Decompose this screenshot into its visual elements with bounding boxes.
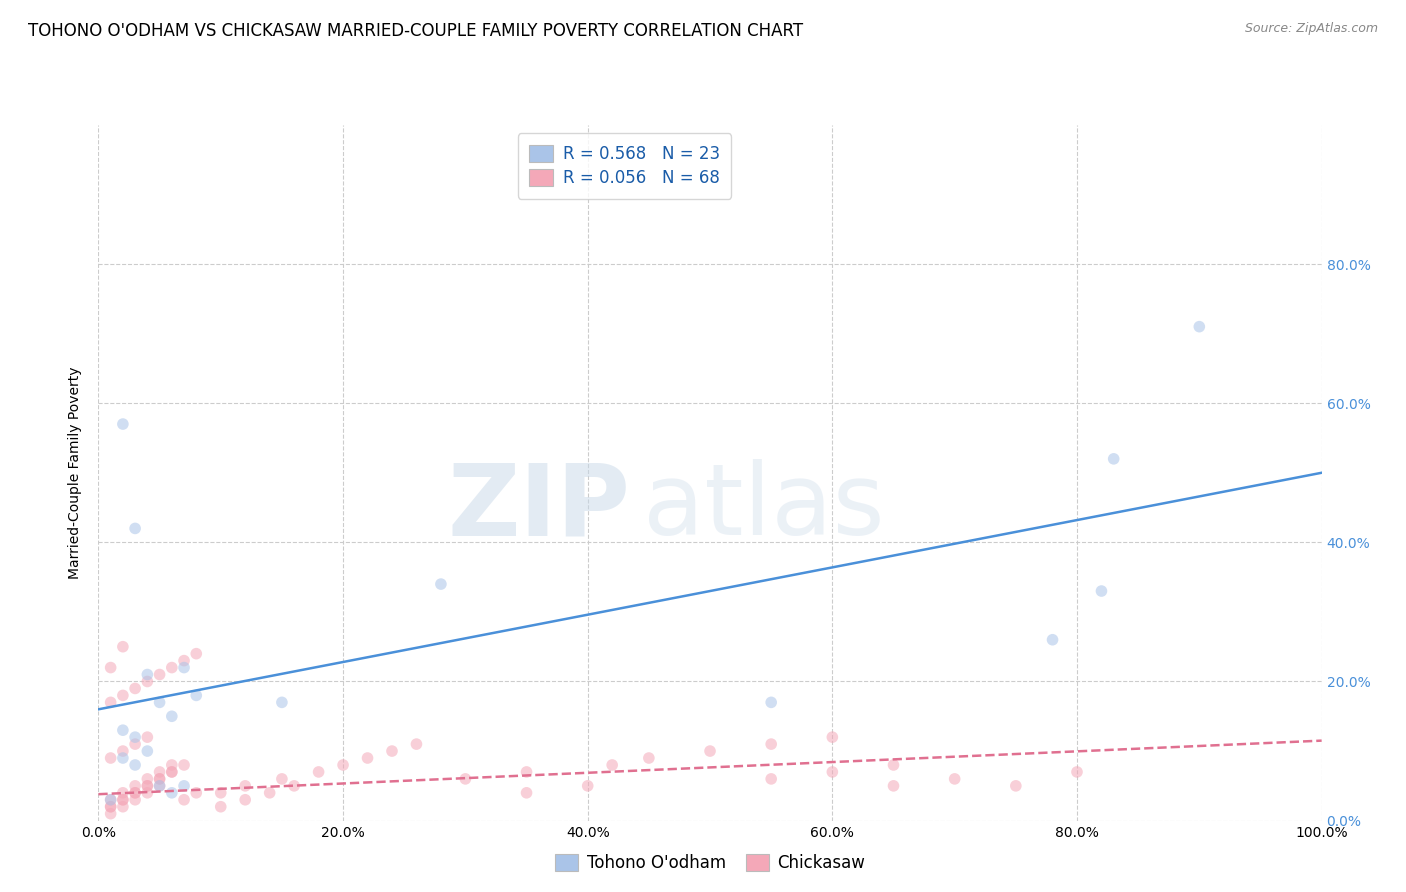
Point xyxy=(638,751,661,765)
Point xyxy=(186,689,208,703)
Point xyxy=(308,764,330,779)
Point xyxy=(100,793,122,807)
Point xyxy=(160,709,183,723)
Point xyxy=(124,793,146,807)
Point xyxy=(356,751,378,765)
Legend: Tohono O'odham, Chickasaw: Tohono O'odham, Chickasaw xyxy=(548,847,872,879)
Point xyxy=(259,786,281,800)
Point xyxy=(1066,764,1088,779)
Point xyxy=(160,660,183,674)
Point xyxy=(173,660,195,674)
Point xyxy=(111,417,134,431)
Point xyxy=(136,744,159,758)
Point xyxy=(136,667,159,681)
Point xyxy=(124,681,146,696)
Point xyxy=(124,730,146,744)
Point xyxy=(111,723,134,738)
Point xyxy=(233,779,256,793)
Point xyxy=(209,799,232,814)
Point xyxy=(821,730,844,744)
Text: atlas: atlas xyxy=(643,459,884,556)
Point xyxy=(186,647,208,661)
Point xyxy=(761,737,783,751)
Point xyxy=(515,786,537,800)
Point xyxy=(761,772,783,786)
Point xyxy=(111,786,134,800)
Point xyxy=(100,799,122,814)
Point xyxy=(821,764,844,779)
Point xyxy=(600,758,623,772)
Text: TOHONO O'ODHAM VS CHICKASAW MARRIED-COUPLE FAMILY POVERTY CORRELATION CHART: TOHONO O'ODHAM VS CHICKASAW MARRIED-COUP… xyxy=(28,22,803,40)
Point xyxy=(100,799,122,814)
Point xyxy=(381,744,404,758)
Point xyxy=(136,779,159,793)
Y-axis label: Married-Couple Family Poverty: Married-Couple Family Poverty xyxy=(69,367,83,579)
Point xyxy=(111,793,134,807)
Point xyxy=(160,764,183,779)
Point xyxy=(124,786,146,800)
Point xyxy=(173,654,195,668)
Point xyxy=(111,744,134,758)
Point xyxy=(173,793,195,807)
Point xyxy=(149,772,172,786)
Point xyxy=(136,779,159,793)
Point xyxy=(111,689,134,703)
Point xyxy=(111,799,134,814)
Point xyxy=(1090,584,1112,599)
Point xyxy=(283,779,305,793)
Point xyxy=(124,758,146,772)
Point xyxy=(124,786,146,800)
Point xyxy=(699,744,721,758)
Point xyxy=(270,772,294,786)
Point xyxy=(100,806,122,821)
Point xyxy=(149,772,172,786)
Point xyxy=(100,660,122,674)
Point xyxy=(149,695,172,709)
Point xyxy=(761,695,783,709)
Point xyxy=(100,793,122,807)
Point xyxy=(149,764,172,779)
Point xyxy=(332,758,354,772)
Point xyxy=(111,751,134,765)
Point xyxy=(111,640,134,654)
Point xyxy=(124,737,146,751)
Point xyxy=(173,779,195,793)
Point xyxy=(405,737,427,751)
Point xyxy=(233,793,256,807)
Point xyxy=(270,695,294,709)
Point xyxy=(1004,779,1026,793)
Point xyxy=(100,695,122,709)
Point xyxy=(124,779,146,793)
Point xyxy=(1042,632,1064,647)
Point xyxy=(209,786,232,800)
Point xyxy=(186,786,208,800)
Point xyxy=(1102,451,1125,466)
Point xyxy=(136,674,159,689)
Point xyxy=(100,751,122,765)
Point xyxy=(136,772,159,786)
Point xyxy=(1188,319,1211,334)
Point xyxy=(136,786,159,800)
Point xyxy=(149,667,172,681)
Point xyxy=(149,779,172,793)
Point xyxy=(883,758,905,772)
Point xyxy=(136,730,159,744)
Point xyxy=(160,786,183,800)
Text: Source: ZipAtlas.com: Source: ZipAtlas.com xyxy=(1244,22,1378,36)
Point xyxy=(943,772,966,786)
Point xyxy=(454,772,477,786)
Point xyxy=(173,758,195,772)
Text: ZIP: ZIP xyxy=(447,459,630,556)
Point xyxy=(160,764,183,779)
Point xyxy=(111,793,134,807)
Point xyxy=(515,764,537,779)
Point xyxy=(576,779,599,793)
Point xyxy=(883,779,905,793)
Point xyxy=(430,577,453,591)
Point xyxy=(124,521,146,535)
Point xyxy=(160,758,183,772)
Point xyxy=(149,779,172,793)
